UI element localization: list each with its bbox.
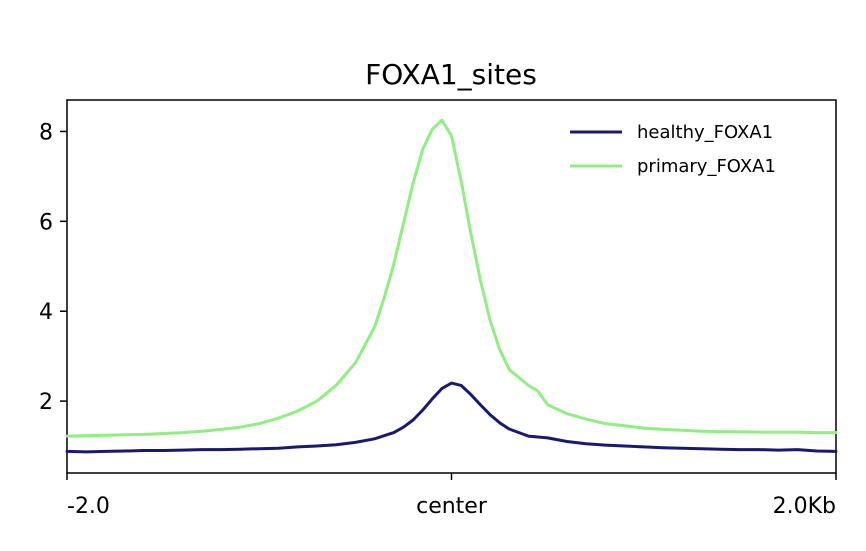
y-axis: 2 4 6 8: [39, 120, 67, 415]
series-line-healthy-foxa1: [65, 381, 838, 454]
x-tick-label: 2.0Kb: [773, 494, 836, 519]
x-tick-label: -2.0: [67, 494, 110, 519]
y-tick-label: 4: [39, 300, 53, 325]
x-tick-label: center: [416, 494, 488, 519]
chart-title: FOXA1_sites: [365, 58, 537, 91]
legend: healthy_FOXA1 primary_FOXA1: [570, 122, 776, 177]
x-axis: -2.0 center 2.0Kb: [66, 473, 837, 519]
y-tick-label: 2: [39, 390, 53, 415]
legend-label: primary_FOXA1: [637, 156, 776, 177]
series-lines: [65, 118, 838, 454]
series-line-primary-foxa1: [65, 118, 838, 438]
legend-label: healthy_FOXA1: [637, 122, 773, 143]
y-tick-label: 6: [39, 210, 53, 235]
y-tick-label: 8: [39, 120, 53, 145]
